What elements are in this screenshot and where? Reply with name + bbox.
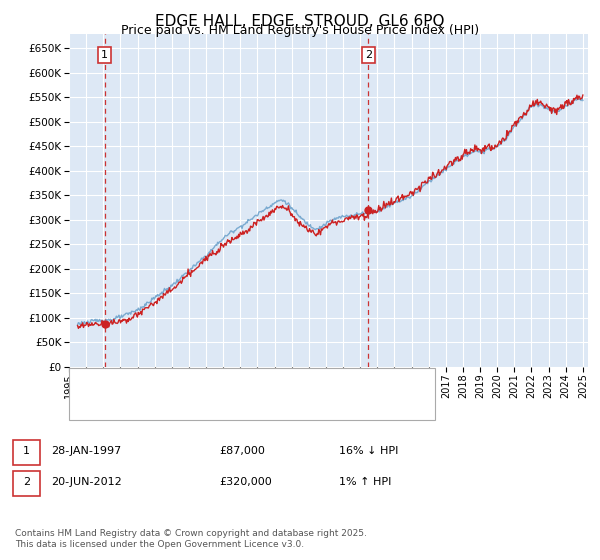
Text: —: — bbox=[87, 397, 103, 412]
Text: 2: 2 bbox=[23, 477, 30, 487]
Text: 2: 2 bbox=[365, 50, 372, 60]
Text: Price paid vs. HM Land Registry's House Price Index (HPI): Price paid vs. HM Land Registry's House … bbox=[121, 24, 479, 36]
Text: 28-JAN-1997: 28-JAN-1997 bbox=[51, 446, 121, 456]
Text: EDGE HALL, EDGE, STROUD, GL6 6PQ (detached house): EDGE HALL, EDGE, STROUD, GL6 6PQ (detach… bbox=[111, 380, 402, 390]
Text: HPI: Average price, detached house, Stroud: HPI: Average price, detached house, Stro… bbox=[111, 399, 338, 409]
Text: £320,000: £320,000 bbox=[219, 477, 272, 487]
Text: 16% ↓ HPI: 16% ↓ HPI bbox=[339, 446, 398, 456]
Text: 1: 1 bbox=[23, 446, 30, 456]
Text: Contains HM Land Registry data © Crown copyright and database right 2025.
This d: Contains HM Land Registry data © Crown c… bbox=[15, 529, 367, 549]
Text: 20-JUN-2012: 20-JUN-2012 bbox=[51, 477, 122, 487]
Text: 1: 1 bbox=[101, 50, 108, 60]
Text: —: — bbox=[87, 377, 103, 393]
Text: EDGE HALL, EDGE, STROUD, GL6 6PQ: EDGE HALL, EDGE, STROUD, GL6 6PQ bbox=[155, 14, 445, 29]
Text: 1% ↑ HPI: 1% ↑ HPI bbox=[339, 477, 391, 487]
Text: £87,000: £87,000 bbox=[219, 446, 265, 456]
